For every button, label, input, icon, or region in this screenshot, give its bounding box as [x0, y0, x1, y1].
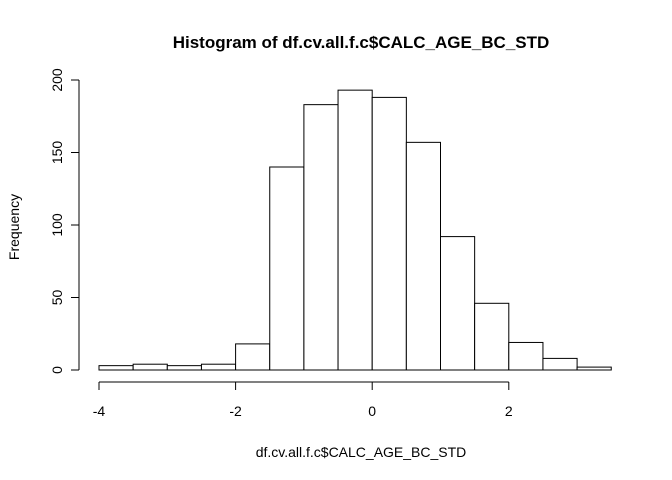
- histogram-bar-0: [98, 365, 134, 371]
- x-tick-label-1: -2: [229, 403, 242, 419]
- histogram-bar-11: [474, 302, 510, 371]
- histogram-bar-10: [440, 236, 476, 371]
- y-tick-label-1: 50: [49, 290, 65, 306]
- x-tick-label-2: 0: [368, 403, 376, 419]
- histogram-bar-9: [405, 141, 442, 371]
- histogram-bar-1: [132, 363, 168, 371]
- histogram-bar-8: [371, 96, 407, 371]
- histogram-bar-13: [542, 357, 578, 371]
- x-axis: -4 -2 0 2: [93, 381, 513, 419]
- x-tick-label-3: 2: [505, 403, 513, 419]
- y-tick-label-2: 100: [49, 213, 65, 237]
- histogram-bar-3: [200, 363, 237, 371]
- histogram-bar-7: [337, 89, 373, 371]
- bars-layer: [98, 89, 612, 371]
- histogram-bar-6: [303, 104, 339, 371]
- histogram-bar-4: [235, 343, 271, 371]
- chart-title: Histogram of df.cv.all.f.c$CALC_AGE_BC_S…: [173, 33, 550, 52]
- y-axis: 0 50 100 150 200: [49, 68, 80, 374]
- y-tick-label-3: 150: [49, 141, 65, 165]
- histogram-bar-2: [166, 365, 202, 371]
- x-tick-label-0: -4: [93, 403, 106, 419]
- y-axis-label: Frequency: [6, 194, 22, 260]
- y-tick-label-4: 200: [49, 68, 65, 92]
- x-axis-label: df.cv.all.f.c$CALC_AGE_BC_STD: [256, 444, 467, 460]
- histogram-bar-14: [576, 366, 612, 371]
- histogram-bar-12: [508, 341, 544, 371]
- y-tick-label-0: 0: [49, 366, 65, 374]
- histogram-bar-5: [269, 166, 305, 371]
